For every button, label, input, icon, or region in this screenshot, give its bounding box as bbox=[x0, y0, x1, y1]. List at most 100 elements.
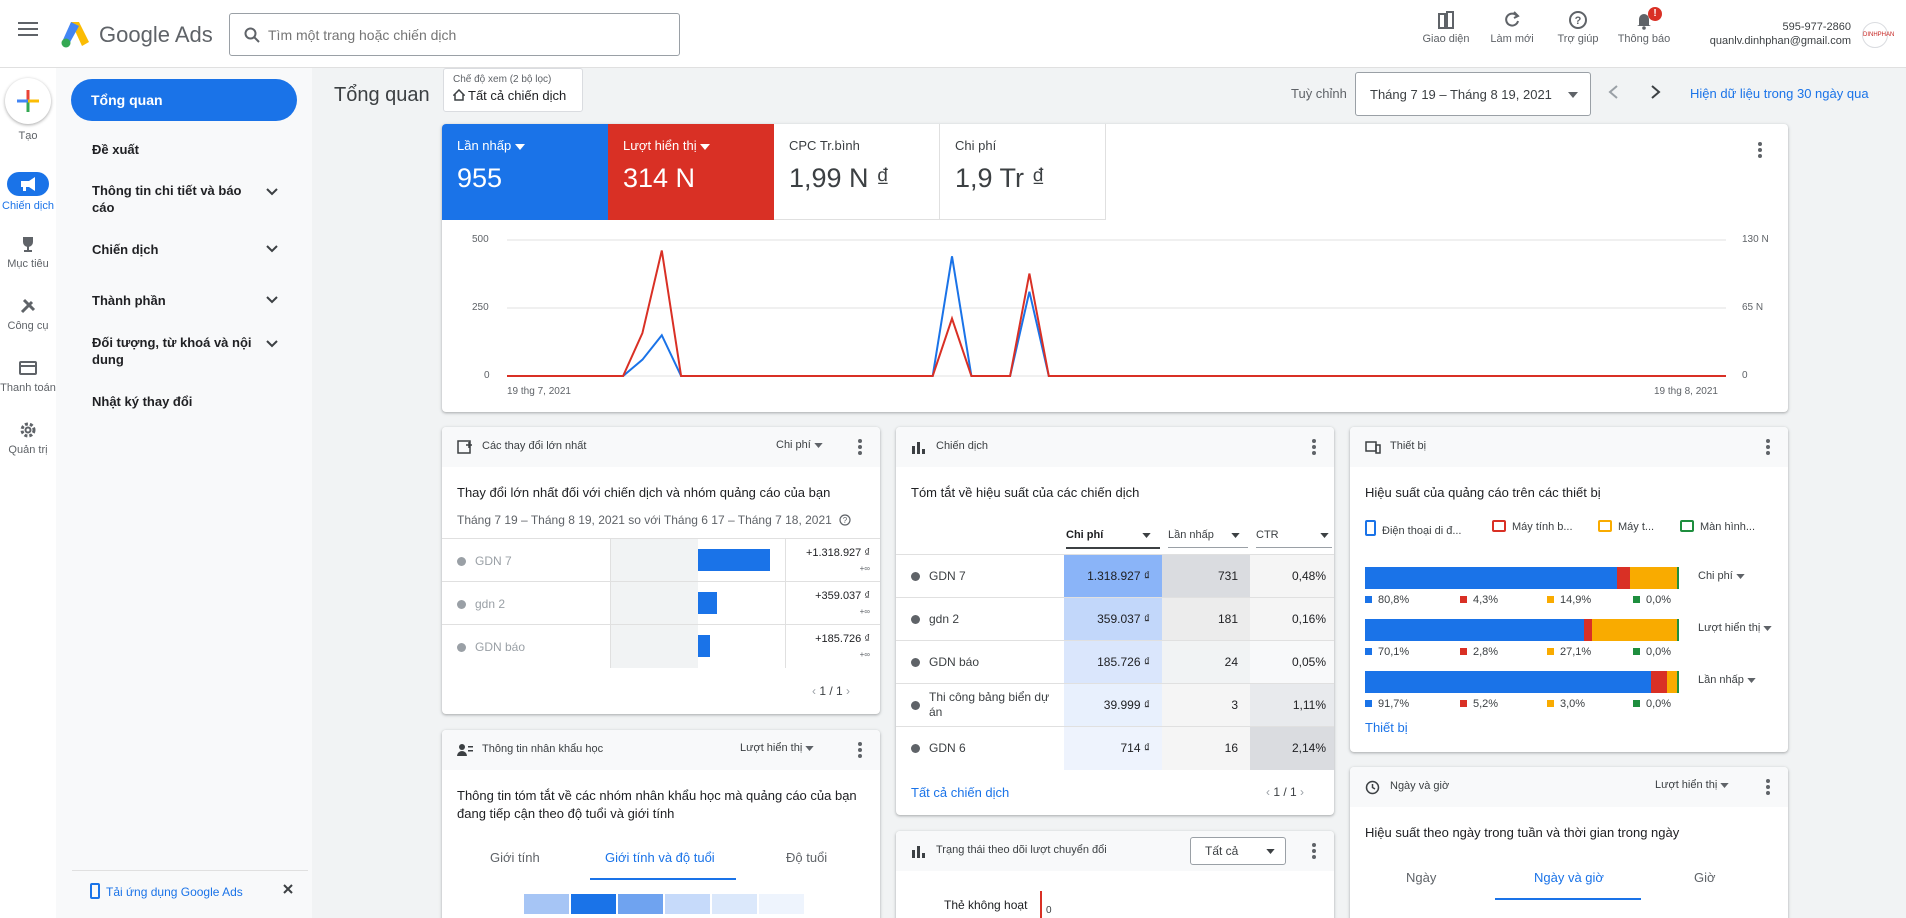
more-options-icon[interactable] bbox=[1312, 843, 1316, 861]
column-header-cost[interactable]: Chi phí bbox=[1066, 529, 1152, 541]
view-mode-value: Tất cả chiến dịch bbox=[452, 88, 573, 103]
more-options-icon[interactable] bbox=[1766, 439, 1770, 457]
nav-item-insights-reports[interactable]: Thông tin chi tiết và báo cáo bbox=[92, 182, 278, 216]
all-campaigns-link[interactable]: Tất cả chiến dịch bbox=[911, 785, 1010, 800]
date-range-picker[interactable]: Tháng 7 19 – Tháng 8 19, 2021 bbox=[1355, 72, 1591, 116]
trophy-icon bbox=[23, 237, 33, 252]
table-row[interactable]: GDN 7 +1.318.927 ₫ +∞ bbox=[442, 538, 880, 582]
y-left-tick: 0 bbox=[484, 370, 490, 381]
table-row[interactable]: gdn 2 +359.037 ₫ +∞ bbox=[442, 581, 880, 625]
more-options-icon[interactable] bbox=[1312, 439, 1316, 457]
search-input[interactable] bbox=[268, 24, 668, 46]
bell-icon bbox=[1637, 14, 1651, 30]
prev-page-icon[interactable]: ‹ bbox=[812, 684, 816, 698]
metric-dropdown[interactable]: Chi phí bbox=[776, 439, 823, 451]
heatmap-cell bbox=[665, 894, 710, 914]
rail-item-campaigns[interactable]: Chiến dịch bbox=[0, 172, 56, 212]
status-dot bbox=[457, 643, 466, 652]
prev-period-icon[interactable] bbox=[1607, 84, 1619, 100]
caret-down-icon bbox=[814, 443, 823, 448]
metric-dropdown[interactable]: Lượt hiển thị bbox=[1655, 779, 1730, 791]
view-mode-text: Tất cả chiến dịch bbox=[468, 88, 567, 103]
device-metric-dropdown[interactable]: Lượt hiển thị bbox=[1698, 622, 1773, 634]
create-button[interactable] bbox=[5, 78, 51, 124]
devices-link[interactable]: Thiết bị bbox=[1365, 720, 1408, 735]
nav-item-change-history[interactable]: Nhật ký thay đổi bbox=[92, 393, 292, 410]
heatmap-cell bbox=[618, 894, 663, 914]
more-options-icon[interactable] bbox=[1766, 779, 1770, 797]
bar-chart-icon bbox=[912, 442, 925, 454]
table-row[interactable]: gdn 2 359.037 ₫ 181 0,16% bbox=[896, 597, 1334, 641]
tab-gender[interactable]: Giới tính bbox=[490, 850, 540, 865]
column-header-ctr[interactable]: CTR bbox=[1256, 529, 1329, 541]
rail-label-tools: Công cụ bbox=[7, 320, 49, 332]
gear-icon bbox=[20, 422, 36, 438]
app-download-link[interactable]: Tải ứng dụng Google Ads bbox=[106, 885, 243, 899]
rail-item-admin[interactable]: Quản trị bbox=[0, 420, 56, 456]
table-row[interactable]: GDN báo 185.726 ₫ 24 0,05% bbox=[896, 640, 1334, 684]
next-page-icon[interactable]: › bbox=[1300, 785, 1305, 799]
rail-item-goals[interactable]: Mục tiêu bbox=[0, 234, 56, 270]
more-options-icon[interactable] bbox=[858, 439, 862, 457]
table-row[interactable]: GDN 7 1.318.927 ₫ 731 0,48% bbox=[896, 554, 1334, 598]
device-metric-dropdown[interactable]: Chi phí bbox=[1698, 570, 1745, 582]
account-info[interactable]: 595-977-2860 quanlv.dinhphan@gmail.com bbox=[1710, 20, 1851, 48]
help-button[interactable]: ? Trợ giúp bbox=[1550, 10, 1606, 45]
next-page-icon[interactable]: › bbox=[846, 684, 851, 698]
cost-cell: 1.318.927 ₫ bbox=[1064, 555, 1162, 598]
campaign-name[interactable]: gdn 2 bbox=[929, 612, 960, 626]
menu-icon[interactable] bbox=[18, 22, 38, 38]
campaign-name[interactable]: GDN 6 bbox=[929, 741, 966, 755]
row-name: GDN báo bbox=[475, 640, 526, 654]
device-metric-dropdown[interactable]: Lần nhấp bbox=[1698, 674, 1756, 686]
campaign-name[interactable]: GDN 7 bbox=[929, 569, 966, 583]
nav-overview[interactable]: Tổng quan bbox=[71, 79, 297, 121]
tab-day[interactable]: Ngày bbox=[1406, 870, 1437, 885]
performance-line-chart bbox=[507, 239, 1726, 377]
bar-segment bbox=[1583, 619, 1593, 641]
nav-item-audiences-keywords[interactable]: Đối tượng, từ khoá và nội dung bbox=[92, 334, 278, 368]
tab-age[interactable]: Độ tuổi bbox=[786, 850, 828, 865]
campaign-name[interactable]: Thi công bảng biển dự án bbox=[929, 690, 1050, 719]
notifications-button[interactable]: Thông báo bbox=[1612, 10, 1676, 45]
column-label: Lần nhấp bbox=[1168, 529, 1214, 541]
account-avatar[interactable]: DINHPHAN bbox=[1862, 22, 1894, 48]
column-header-clicks[interactable]: Lần nhấp bbox=[1168, 529, 1240, 541]
prev-page-icon[interactable]: ‹ bbox=[1266, 785, 1270, 799]
bar-segment bbox=[1592, 619, 1677, 641]
next-period-icon[interactable] bbox=[1650, 84, 1662, 100]
view-mode-selector[interactable]: Chế độ xem (2 bộ lọc) Tất cả chiến dịch bbox=[443, 68, 583, 112]
kpi-clicks[interactable]: Lần nhấp 955 bbox=[442, 124, 608, 220]
appearance-button[interactable]: Giao diện bbox=[1418, 10, 1474, 45]
tab-day-hour[interactable]: Ngày và giờ bbox=[1534, 870, 1604, 885]
campaign-name[interactable]: GDN báo bbox=[929, 655, 980, 669]
nav-item-campaigns[interactable]: Chiến dịch bbox=[92, 241, 278, 258]
rail-item-billing[interactable]: Thanh toán bbox=[0, 358, 56, 394]
more-options-icon[interactable] bbox=[858, 742, 862, 760]
help-label: Trợ giúp bbox=[1557, 33, 1599, 45]
kpi-cost[interactable]: Chi phí 1,9 Tr ₫ bbox=[940, 124, 1106, 220]
tab-gender-age[interactable]: Giới tính và độ tuổi bbox=[605, 850, 715, 865]
tab-hour[interactable]: Giờ bbox=[1694, 870, 1716, 885]
help-icon[interactable]: ? bbox=[839, 514, 851, 526]
rail-item-tools[interactable]: Công cụ bbox=[0, 296, 56, 332]
metric-dropdown[interactable]: Lượt hiển thị bbox=[740, 742, 815, 754]
change-percent: +∞ bbox=[859, 607, 870, 616]
bar-segment bbox=[1676, 619, 1679, 641]
filter-dropdown[interactable]: Tất cả bbox=[1190, 837, 1286, 865]
refresh-button[interactable]: Làm mới bbox=[1484, 10, 1540, 45]
nav-item-assets[interactable]: Thành phần bbox=[92, 292, 278, 309]
recent-30-days-link[interactable]: Hiện dữ liệu trong 30 ngày qua bbox=[1690, 86, 1869, 101]
search-box[interactable] bbox=[229, 13, 680, 56]
column-divider bbox=[610, 625, 611, 668]
nav-item-recommendations[interactable]: Đề xuất bbox=[92, 141, 292, 158]
clicks-cell: 24 bbox=[1162, 641, 1250, 684]
kpi-avg-cpc[interactable]: CPC Tr.bình 1,99 N ₫ bbox=[774, 124, 940, 220]
more-options-icon[interactable] bbox=[1758, 142, 1762, 160]
table-row[interactable]: GDN 6 714 ₫ 16 2,14% bbox=[896, 726, 1334, 770]
kpi-impressions[interactable]: Lượt hiển thị 314 N bbox=[608, 124, 774, 220]
table-row[interactable]: GDN báo +185.726 ₫ +∞ bbox=[442, 624, 880, 668]
close-icon[interactable] bbox=[282, 883, 294, 895]
table-row[interactable]: Thi công bảng biển dự án 39.999 ₫ 3 1,11% bbox=[896, 683, 1334, 727]
device-stacked-bar bbox=[1365, 567, 1679, 589]
